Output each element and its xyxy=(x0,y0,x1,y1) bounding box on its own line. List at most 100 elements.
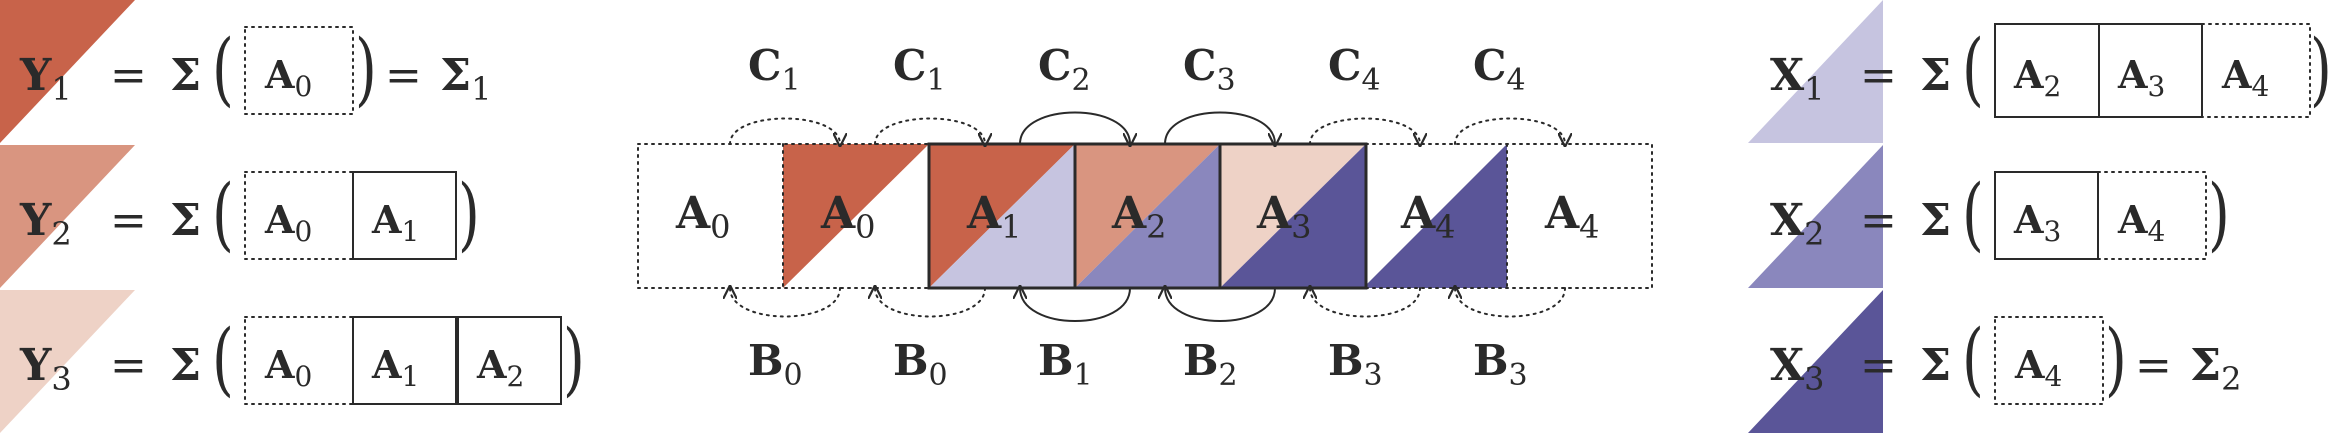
svg-text:C1: C1 xyxy=(893,41,946,98)
box-solid-a3 xyxy=(1994,171,2099,260)
equals-sign: = xyxy=(385,50,422,101)
svg-text:X3: X3 xyxy=(1770,340,1825,398)
sigma-symbol: Σ xyxy=(1920,50,1951,101)
svg-text:A1: A1 xyxy=(371,342,419,393)
box-var: A xyxy=(371,342,402,387)
top-label-sub: 1 xyxy=(781,63,800,98)
box-dotted-a4 xyxy=(2201,23,2311,118)
left-triangles xyxy=(0,0,135,433)
left-paren: ( xyxy=(1962,168,1984,261)
svg-text:A3: A3 xyxy=(2117,52,2165,103)
equation-rhs-sub: 1 xyxy=(471,70,491,108)
bottom-arrow-dotted xyxy=(1455,288,1566,318)
left-paren: ( xyxy=(1962,313,1984,406)
triangle-y1 xyxy=(0,0,135,143)
cell-var: A xyxy=(1111,188,1147,239)
right-paren: ) xyxy=(2310,23,2332,116)
svg-text:C1: C1 xyxy=(748,41,801,98)
equals-sign: = xyxy=(1860,195,1897,246)
bottom-arrow-dotted xyxy=(1310,288,1421,318)
bottom-label-var: B xyxy=(1038,336,1074,385)
cell-var: A xyxy=(966,188,1002,239)
equation-y3: Y3 = Σ ( A0 A1 A2 ) xyxy=(19,313,585,406)
svg-text:A0: A0 xyxy=(264,197,312,248)
cell-sub: 0 xyxy=(710,208,730,246)
box-solid-a1 xyxy=(352,171,457,260)
equation-x2: X2 = Σ ( A3 A4 ) xyxy=(1770,168,2230,261)
svg-text:C2: C2 xyxy=(1038,41,1091,98)
bottom-label-var: B xyxy=(1328,336,1364,385)
center-solid-block xyxy=(927,142,1368,290)
top-label-sub: 3 xyxy=(1216,63,1235,98)
right-paren: ) xyxy=(2208,168,2230,261)
svg-text:X1: X1 xyxy=(1770,50,1825,108)
cell-var: A xyxy=(1256,188,1292,239)
top-arrow-dotted xyxy=(874,117,985,145)
equals-sign: = xyxy=(1860,50,1897,101)
equation-lhs-sub: 1 xyxy=(51,70,71,108)
triangle-x3 xyxy=(1748,290,1883,433)
equation-rhs-var: Σ xyxy=(2190,340,2221,391)
top-label-var: C xyxy=(748,41,781,90)
top-label-sub: 4 xyxy=(1506,63,1525,98)
top-label-var: C xyxy=(1473,41,1506,90)
svg-text:C3: C3 xyxy=(1183,41,1236,98)
box-var: A xyxy=(2221,52,2252,97)
cell-sub: 2 xyxy=(1146,208,1166,246)
equals-sign: = xyxy=(110,340,147,391)
bottom-label-sub: 3 xyxy=(1509,358,1528,393)
svg-text:Σ1: Σ1 xyxy=(440,50,491,108)
box-sub: 0 xyxy=(294,360,312,393)
bottom-label-sub: 0 xyxy=(929,358,948,393)
top-arrows xyxy=(729,111,1565,145)
svg-text:A2: A2 xyxy=(1111,188,1167,246)
box-sub: 2 xyxy=(2043,70,2061,103)
svg-text:A4: A4 xyxy=(2221,52,2269,103)
svg-text:A3: A3 xyxy=(2013,197,2061,248)
left-paren: ( xyxy=(212,313,234,406)
sigma-symbol: Σ xyxy=(170,340,201,391)
equation-lhs-var: Y xyxy=(19,50,52,101)
box-var: A xyxy=(2013,52,2044,97)
top-arrow-solid xyxy=(1164,111,1275,145)
box-solid-a3 xyxy=(2098,23,2203,118)
triangle-x2 xyxy=(1748,145,1883,288)
bottom-arrows xyxy=(730,288,1566,322)
sigma-symbol: Σ xyxy=(170,50,201,101)
bottom-label-var: B xyxy=(748,336,784,385)
equation-lhs-sub: 3 xyxy=(51,360,71,398)
bottom-arrow-solid xyxy=(1020,288,1131,322)
top-label-var: C xyxy=(1038,41,1071,90)
svg-text:B3: B3 xyxy=(1473,336,1528,393)
svg-text:C4: C4 xyxy=(1473,41,1526,98)
bottom-label-var: B xyxy=(1473,336,1509,385)
bottom-arrow-dotted xyxy=(730,288,841,318)
svg-text:C4: C4 xyxy=(1328,41,1381,98)
box-var: A xyxy=(2014,342,2045,387)
left-paren: ( xyxy=(1962,23,1984,116)
equation-lhs-var: X xyxy=(1770,340,1805,391)
top-arrow-dotted xyxy=(729,117,840,145)
box-sub: 4 xyxy=(2147,215,2165,248)
svg-text:A0: A0 xyxy=(675,188,731,246)
box-var: A xyxy=(371,197,402,242)
right-triangles xyxy=(1748,0,1883,433)
equation-lhs-var: X xyxy=(1770,195,1805,246)
equation-y1: Y1 = Σ ( A0 ) = Σ1 xyxy=(19,23,491,116)
box-sub: 1 xyxy=(401,215,419,248)
equation-lhs-sub: 2 xyxy=(1804,215,1824,253)
equation-lhs-sub: 2 xyxy=(51,215,71,253)
top-arrow-dotted xyxy=(1309,117,1420,145)
equals-sign: = xyxy=(110,195,147,246)
box-var: A xyxy=(476,342,507,387)
svg-text:A4: A4 xyxy=(1400,188,1456,246)
top-label-var: C xyxy=(1328,41,1361,90)
bottom-label-var: B xyxy=(1183,336,1219,385)
sigma-symbol: Σ xyxy=(170,195,201,246)
svg-text:B0: B0 xyxy=(893,336,948,393)
top-label-sub: 2 xyxy=(1071,63,1090,98)
equation-x3: X3 = Σ ( A4 ) = Σ2 xyxy=(1770,313,2241,406)
svg-text:A0: A0 xyxy=(264,342,312,393)
cell-sub: 3 xyxy=(1291,208,1311,246)
bottom-arrow-solid xyxy=(1165,288,1276,322)
